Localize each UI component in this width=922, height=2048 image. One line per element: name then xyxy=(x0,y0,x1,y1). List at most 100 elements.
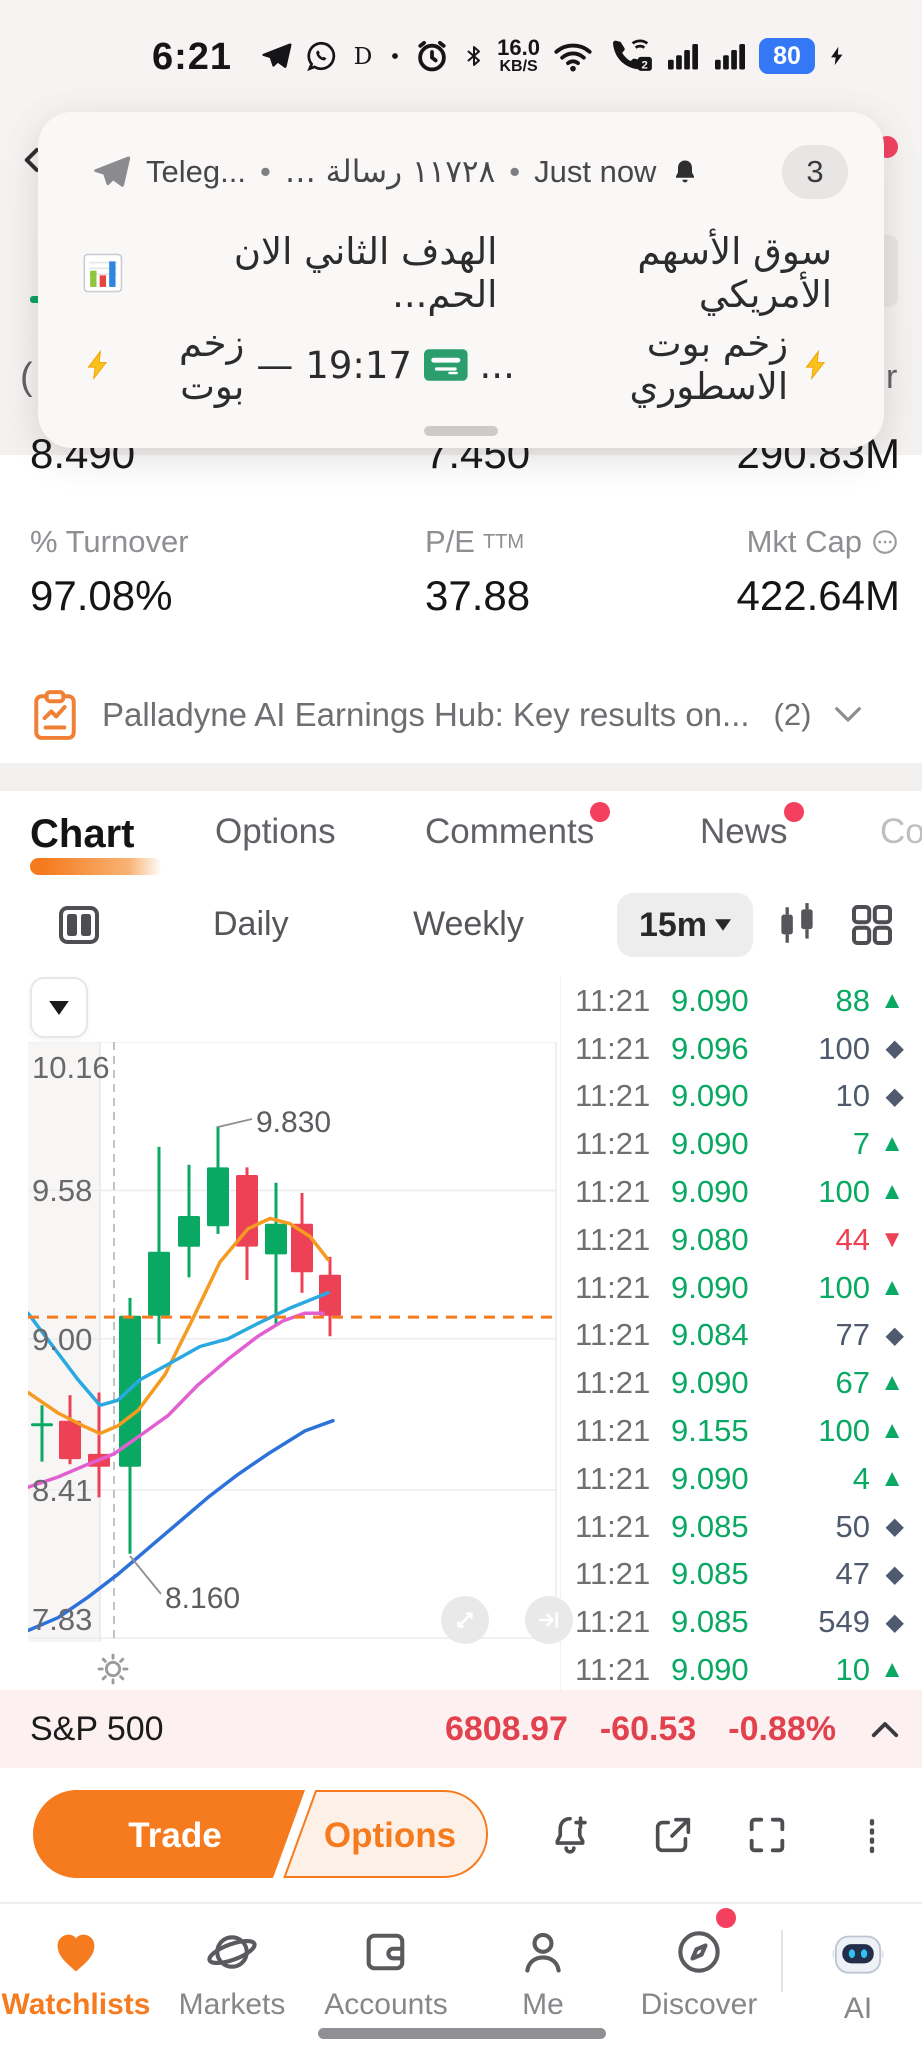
message-part: 19:17 xyxy=(305,343,412,387)
brightness-icon[interactable] xyxy=(94,1650,132,1688)
chart-dropdown-button[interactable] xyxy=(30,977,88,1038)
banner-text: Palladyne AI Earnings Hub: Key results o… xyxy=(102,696,750,733)
time-sales-row[interactable]: 11:21 9.155 100 ▲ xyxy=(575,1413,904,1449)
home-indicator[interactable] xyxy=(318,2028,606,2039)
time-sales-row[interactable]: 11:21 9.090 4 ▲ xyxy=(575,1460,904,1496)
time-sales-row[interactable]: 11:21 9.090 7 ▲ xyxy=(575,1126,904,1162)
bolt-emoji-icon xyxy=(800,345,832,385)
bell-icon xyxy=(670,156,700,188)
notification-app-name: Teleg... xyxy=(146,154,246,189)
nav-item-discover[interactable]: Discover xyxy=(614,1926,784,2022)
time-sales-row[interactable]: 11:21 9.090 10 ▲ xyxy=(575,1652,904,1688)
separator-dot: • xyxy=(259,154,271,189)
tab-comments[interactable]: Comments xyxy=(425,802,611,852)
saudi-flag-icon xyxy=(423,346,468,384)
index-change: -60.53 xyxy=(599,1709,697,1748)
clock-time: 6:21 xyxy=(152,36,233,78)
chart-type-candles-icon[interactable] xyxy=(772,899,822,951)
candlestick-chart[interactable]: 10.16 9.58 9.00 8.41 7.83 9.830 8.160 xyxy=(28,1042,557,1642)
time-sales-row[interactable]: 11:21 9.090 100 ▲ xyxy=(575,1269,904,1305)
y-axis-tick: 7.83 xyxy=(32,1602,93,1637)
chevron-down-icon xyxy=(49,1000,69,1015)
status-icons: D 16.0 KB/S 2 80 xyxy=(259,28,848,84)
price-alert-icon[interactable] xyxy=(547,1812,593,1858)
nav-item-watchlists[interactable]: Watchlists xyxy=(0,1926,161,2022)
index-name: S&P 500 xyxy=(30,1709,164,1748)
message-part: ... xyxy=(479,343,515,387)
ellipsis-circle-icon[interactable] xyxy=(870,527,900,557)
nav-label: Me xyxy=(522,1988,564,2021)
tab-chart[interactable]: Chart xyxy=(30,812,135,856)
notification-header: Teleg... • ١١٧٢٨ رسالة … • Just now 3 xyxy=(90,144,848,200)
time-sales-row[interactable]: 11:21 9.090 100 ▲ xyxy=(575,1174,904,1210)
nav-item-markets[interactable]: Markets xyxy=(147,1926,317,2022)
time-sales-row[interactable]: 11:21 9.096 100 ◆ xyxy=(575,1030,904,1066)
chevron-up-icon[interactable] xyxy=(870,1719,900,1739)
time-and-sales-panel[interactable]: 11:21 9.090 88 ▲ 11:21 9.096 100 ◆ 11:21 9.090 10 ◆… xyxy=(560,977,922,1695)
notification-card[interactable]: Teleg... • ١١٧٢٨ رسالة … • Just now 3 سو… xyxy=(38,112,884,448)
time-sales-row[interactable]: 11:21 9.085 47 ◆ xyxy=(575,1556,904,1592)
nav-item-accounts[interactable]: Accounts xyxy=(301,1926,471,2022)
time-sales-row[interactable]: 11:21 9.085 549 ◆ xyxy=(575,1604,904,1640)
nav-item-me[interactable]: Me xyxy=(458,1926,628,2022)
earnings-banner[interactable]: Palladyne AI Earnings Hub: Key results o… xyxy=(0,672,922,758)
signal-bars-icon xyxy=(712,38,748,74)
banner-count: (2) xyxy=(773,697,812,732)
options-button[interactable] xyxy=(283,1790,488,1878)
letter-d-icon: D xyxy=(349,42,377,70)
alarm-icon xyxy=(413,37,451,75)
jump-to-latest-button[interactable] xyxy=(525,1596,573,1644)
fullscreen-icon[interactable] xyxy=(744,1812,790,1858)
trade-button-label[interactable]: Trade xyxy=(128,1816,221,1855)
tab-options[interactable]: Options xyxy=(215,812,336,851)
interval-dropdown[interactable]: 15m xyxy=(617,893,753,957)
time-sales-row[interactable]: 11:21 9.090 88 ▲ xyxy=(575,982,904,1018)
chart-toolbar: Daily Weekly 15m xyxy=(0,893,922,963)
wifi-icon xyxy=(551,36,595,76)
time-sales-row[interactable]: 11:21 9.090 67 ▲ xyxy=(575,1365,904,1401)
message-preview: الهدف الثاني الان الحم... xyxy=(233,230,498,316)
status-bar: 6:21 D 16.0 KB/S 2 80 xyxy=(0,28,922,84)
bluetooth-icon xyxy=(462,41,486,71)
nav-divider xyxy=(781,1930,783,1992)
trade-button[interactable] xyxy=(33,1790,305,1878)
period-weekly[interactable]: Weekly xyxy=(413,905,524,943)
chart-emoji-icon xyxy=(82,251,124,295)
bolt-emoji-icon xyxy=(82,345,114,385)
y-axis-tick: 8.41 xyxy=(32,1473,93,1508)
tab-news[interactable]: News xyxy=(700,802,804,852)
stat-column: 290.83M Mkt Cap 422.64M xyxy=(592,430,900,620)
share-icon[interactable] xyxy=(650,1812,696,1858)
index-value: 6808.97 xyxy=(444,1709,568,1748)
time-sales-row[interactable]: 11:21 9.090 10 ◆ xyxy=(575,1078,904,1114)
time-sales-row[interactable]: 11:21 9.084 77 ◆ xyxy=(575,1317,904,1353)
stat-value: 422.64M xyxy=(736,572,900,619)
nav-label: AI xyxy=(843,1992,873,2025)
hidden-paren-fragment: ( xyxy=(20,356,33,398)
chevron-down-icon[interactable] xyxy=(833,705,863,725)
stat-label: P/E TTM xyxy=(425,524,525,559)
more-menu-icon[interactable] xyxy=(852,1812,892,1858)
tab-co[interactable]: Co xyxy=(880,812,922,851)
planet-icon xyxy=(206,1926,258,1978)
index-bar[interactable]: S&P 500 6808.97 -60.53 -0.88% xyxy=(0,1690,922,1768)
nav-item-ai[interactable]: AI xyxy=(773,1926,922,2026)
stat-label: Mkt Cap xyxy=(592,524,900,560)
svg-text:2: 2 xyxy=(642,59,648,71)
section-divider xyxy=(0,763,922,791)
time-sales-row[interactable]: 11:21 9.085 50 ◆ xyxy=(575,1508,904,1544)
notification-drag-handle[interactable] xyxy=(424,426,498,436)
grid-layout-icon[interactable] xyxy=(848,901,896,949)
period-daily[interactable]: Daily xyxy=(213,905,289,943)
time-sales-row[interactable]: 11:21 9.080 44 ▼ xyxy=(575,1221,904,1257)
unread-dot xyxy=(590,802,611,822)
layout-split-icon[interactable] xyxy=(55,901,103,949)
compass-icon xyxy=(673,1926,725,1978)
options-button-label[interactable]: Options xyxy=(324,1816,456,1855)
expand-chart-button[interactable] xyxy=(441,1596,489,1644)
price-annotation: 8.160 xyxy=(165,1582,241,1615)
wallet-icon xyxy=(360,1926,412,1978)
back-chevron-icon[interactable] xyxy=(18,142,48,178)
active-tab-underline xyxy=(30,858,162,875)
message-part: — xyxy=(256,343,294,387)
